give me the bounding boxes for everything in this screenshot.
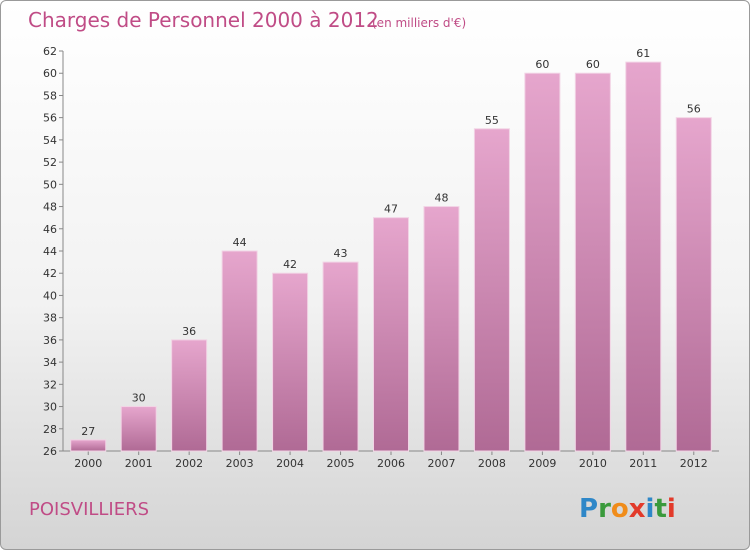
y-tick-label: 36 (43, 334, 57, 347)
x-tick-label-2010: 2010 (579, 457, 607, 470)
bar-2001 (120, 406, 157, 452)
x-tick-label-2007: 2007 (427, 457, 455, 470)
bar-layer: 27 30 36 44 42 43 47 48 55 60 60 61 56 (70, 47, 712, 452)
commune-name: POISVILLIERS (29, 499, 149, 520)
bar-2012 (675, 117, 712, 452)
y-tick-label: 58 (43, 89, 57, 102)
y-tick-label: 38 (43, 312, 57, 325)
logo-letter: t (654, 494, 666, 524)
bar-2008 (473, 128, 510, 452)
data-label-2012: 56 (687, 103, 701, 116)
y-tick-label: 32 (43, 378, 57, 391)
x-tick-label-2003: 2003 (226, 457, 254, 470)
logo-letter: P (579, 494, 598, 524)
x-tick-label-2006: 2006 (377, 457, 405, 470)
bar-2003 (221, 250, 258, 452)
x-tick-label-2011: 2011 (629, 457, 657, 470)
data-label-2004: 42 (283, 258, 297, 271)
data-label-2011: 61 (636, 47, 650, 60)
logo-letter: r (598, 494, 611, 524)
logo-letter: x (629, 494, 646, 524)
data-label-2005: 43 (334, 247, 348, 260)
proxiti-logo: Proxiti (579, 494, 676, 524)
bar-2002 (171, 339, 208, 452)
bar-2004 (272, 272, 309, 452)
y-tick-label: 46 (43, 223, 57, 236)
bar-2011 (625, 61, 662, 452)
axis-layer: 26 28 30 32 34 36 38 40 42 44 46 48 50 52 54 56 58 60 62 20… (43, 45, 719, 470)
data-label-2002: 36 (182, 325, 196, 338)
bar-2000 (70, 439, 107, 452)
y-tick-label: 42 (43, 267, 57, 280)
data-label-2009: 60 (535, 58, 549, 71)
data-label-2001: 30 (132, 392, 146, 405)
chart-subtitle: (en milliers d'€) (372, 16, 466, 30)
y-tick-label: 48 (43, 201, 57, 214)
x-tick-label-2012: 2012 (680, 457, 708, 470)
chart-title: Charges de Personnel 2000 à 2012 (28, 8, 379, 32)
y-tick-label: 34 (43, 356, 57, 369)
x-tick-label-2005: 2005 (327, 457, 355, 470)
logo-letter: i (667, 494, 676, 524)
logo-letter: o (611, 494, 629, 524)
x-tick-label-2001: 2001 (125, 457, 153, 470)
logo-letter: i (646, 494, 655, 524)
data-label-2008: 55 (485, 114, 499, 127)
y-tick-label: 62 (43, 45, 57, 58)
y-tick-label: 26 (43, 445, 57, 458)
x-tick-label-2002: 2002 (175, 457, 203, 470)
bar-2010 (574, 72, 611, 452)
y-tick-label: 28 (43, 423, 57, 436)
data-label-2003: 44 (233, 236, 247, 249)
bar-2006 (373, 217, 409, 452)
data-label-2000: 27 (81, 425, 95, 438)
x-tick-label-2000: 2000 (74, 457, 102, 470)
y-tick-label: 54 (43, 134, 57, 147)
y-tick-label: 60 (43, 67, 57, 80)
y-tick-label: 44 (43, 245, 57, 258)
bar-2007 (423, 206, 460, 452)
data-label-2006: 47 (384, 203, 398, 216)
data-label-2010: 60 (586, 58, 600, 71)
y-tick-label: 56 (43, 112, 57, 125)
x-tick-label-2009: 2009 (528, 457, 556, 470)
y-tick-label: 40 (43, 289, 57, 302)
y-tick-label: 30 (43, 401, 57, 414)
data-label-2007: 48 (434, 192, 448, 205)
x-tick-label-2008: 2008 (478, 457, 506, 470)
x-tick-label-2004: 2004 (276, 457, 304, 470)
bar-2005 (322, 261, 359, 452)
y-tick-label: 50 (43, 178, 57, 191)
y-tick-label: 52 (43, 156, 57, 169)
bar-2009 (524, 72, 561, 452)
